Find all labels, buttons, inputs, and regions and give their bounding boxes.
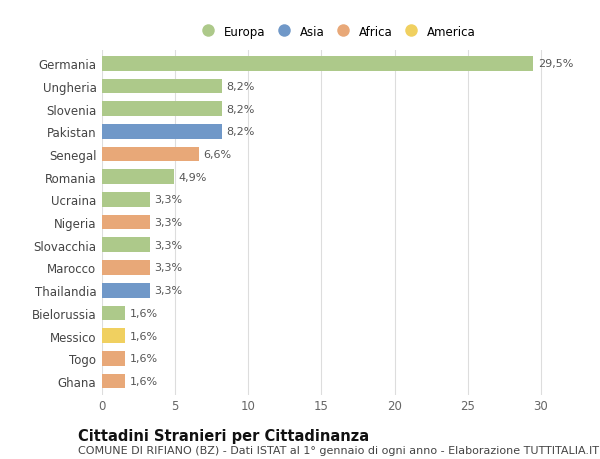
- Bar: [102, 283, 150, 298]
- Text: 8,2%: 8,2%: [226, 127, 254, 137]
- Text: 8,2%: 8,2%: [226, 82, 254, 92]
- Bar: [102, 374, 125, 388]
- Bar: [102, 147, 199, 162]
- Legend: Europa, Asia, Africa, America: Europa, Asia, Africa, America: [193, 22, 479, 42]
- Text: 4,9%: 4,9%: [178, 172, 206, 182]
- Text: 3,3%: 3,3%: [155, 285, 183, 296]
- Text: 3,3%: 3,3%: [155, 195, 183, 205]
- Bar: [102, 215, 150, 230]
- Text: 6,6%: 6,6%: [203, 150, 231, 160]
- Text: 1,6%: 1,6%: [130, 331, 158, 341]
- Bar: [102, 351, 125, 366]
- Bar: [102, 125, 222, 140]
- Bar: [102, 238, 150, 252]
- Text: 1,6%: 1,6%: [130, 376, 158, 386]
- Bar: [102, 102, 222, 117]
- Text: 8,2%: 8,2%: [226, 104, 254, 114]
- Text: COMUNE DI RIFIANO (BZ) - Dati ISTAT al 1° gennaio di ogni anno - Elaborazione TU: COMUNE DI RIFIANO (BZ) - Dati ISTAT al 1…: [78, 445, 599, 455]
- Text: 1,6%: 1,6%: [130, 353, 158, 364]
- Bar: [102, 193, 150, 207]
- Text: 29,5%: 29,5%: [538, 59, 573, 69]
- Bar: [102, 57, 533, 72]
- Bar: [102, 170, 173, 185]
- Text: 3,3%: 3,3%: [155, 218, 183, 228]
- Bar: [102, 261, 150, 275]
- Text: 1,6%: 1,6%: [130, 308, 158, 318]
- Text: 3,3%: 3,3%: [155, 263, 183, 273]
- Text: 3,3%: 3,3%: [155, 240, 183, 250]
- Bar: [102, 306, 125, 320]
- Text: Cittadini Stranieri per Cittadinanza: Cittadini Stranieri per Cittadinanza: [78, 428, 369, 443]
- Bar: [102, 79, 222, 94]
- Bar: [102, 329, 125, 343]
